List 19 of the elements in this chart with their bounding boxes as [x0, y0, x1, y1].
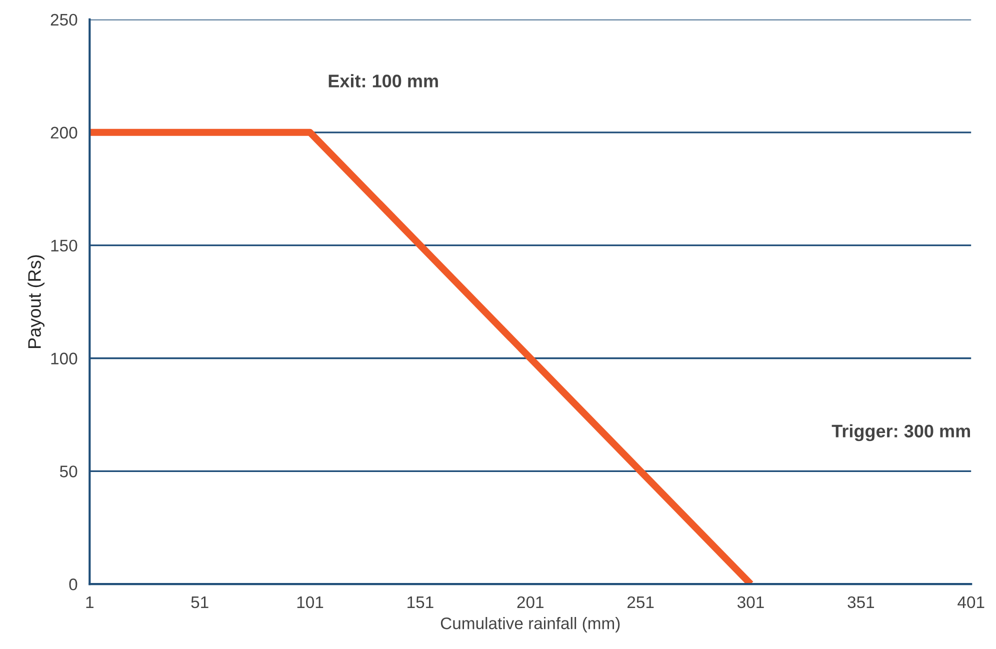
y-tick-label: 50 [60, 466, 78, 478]
y-tick-label: 150 [51, 240, 78, 252]
x-tick-label: 251 [627, 596, 654, 608]
y-tick-label: 250 [50, 14, 78, 26]
annotation: Exit: 100 mm [328, 74, 438, 88]
x-tick-label: 301 [737, 596, 764, 608]
x-tick-label: 51 [191, 596, 208, 608]
y-axis-title: Payout (Rs) [28, 255, 44, 348]
y-tick-label: 100 [51, 352, 78, 364]
y-tick-label: 200 [50, 126, 78, 139]
x-tick-label: 351 [848, 596, 874, 608]
x-tick-label: 401 [958, 596, 984, 608]
x-tick-label: 201 [517, 596, 544, 608]
x-tick-label: 1 [86, 596, 94, 608]
annotation: Trigger: 300 mm [832, 424, 970, 442]
x-tick-label: 151 [408, 596, 434, 608]
x-axis-title: Cumulative rainfall (mm) [440, 617, 620, 633]
y-tick-label: 0 [69, 578, 78, 590]
x-tick-label: 101 [297, 596, 324, 608]
